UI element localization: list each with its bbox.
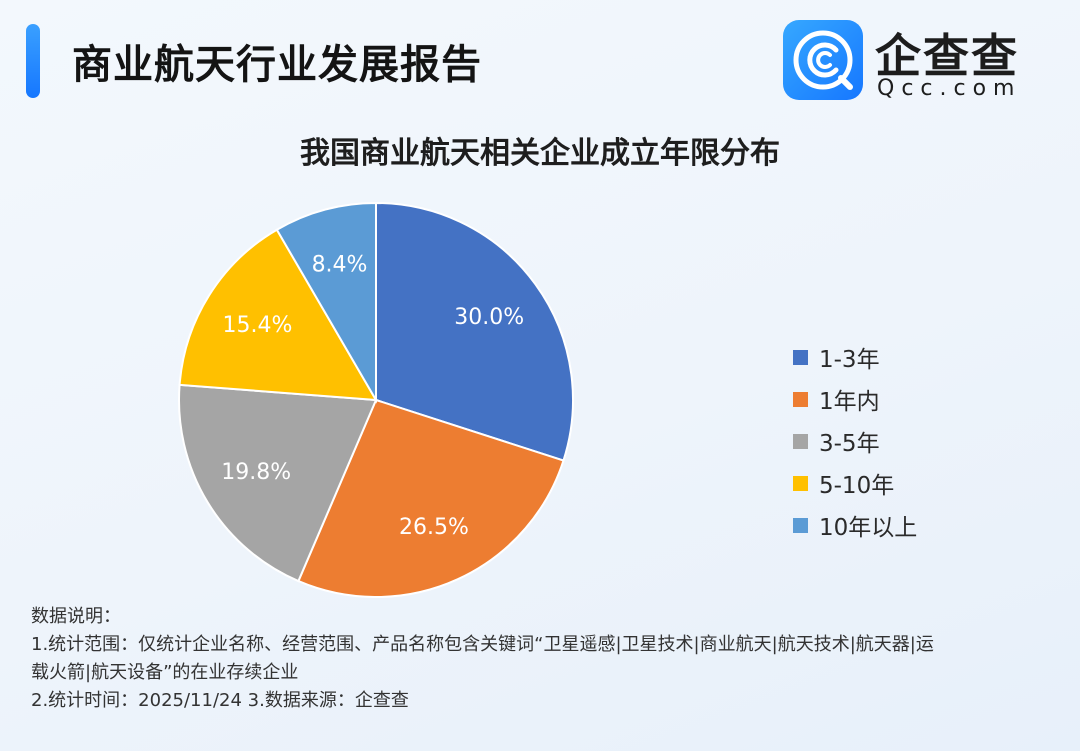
legend-label: 1-3年 (819, 347, 880, 373)
pie-slice-2 (297, 398, 565, 598)
legend-item-1: 1-3年 (793, 336, 917, 378)
data-notes: 数据说明： 1.统计范围：仅统计企业名称、经营范围、产品名称包含关键词“卫星遥感… (31, 603, 1041, 715)
pie-slice-5 (275, 201, 377, 404)
qcc-logo-icon (783, 20, 863, 100)
legend-swatch (793, 517, 808, 533)
legend-swatch (793, 349, 808, 365)
slice-data-label-2: 26.5% (399, 515, 469, 540)
pie-slice-3 (178, 383, 378, 583)
slice-data-label-4: 15.4% (222, 313, 292, 338)
legend-item-3: 3-5年 (793, 420, 917, 462)
notes-scope-line-continued: 载火箭|航天设备”的在业存续企业 (31, 662, 299, 683)
chart-legend: 1-3年 1年内 3-5年 5-10年 10年以上 (793, 336, 917, 546)
header-accent-bar (26, 24, 40, 98)
logo-domain: Qcc.com (877, 76, 1022, 101)
slice-data-label-5: 8.4% (312, 252, 368, 277)
legend-swatch (793, 391, 808, 407)
legend-item-4: 5-10年 (793, 462, 917, 504)
chart-title: 我国商业航天相关企业成立年限分布 (300, 136, 780, 171)
legend-label: 10年以上 (819, 515, 918, 541)
legend-item-5: 10年以上 (793, 504, 917, 546)
report-title: 商业航天行业发展报告 (72, 42, 482, 88)
legend-swatch (793, 433, 808, 449)
logo-name: 企查查 (875, 29, 1019, 83)
legend-label: 1年内 (819, 389, 880, 415)
legend-label: 5-10年 (819, 473, 895, 499)
brand-logo: 企查查 Qcc.com (783, 20, 1053, 101)
legend-label: 3-5年 (819, 431, 880, 457)
legend-item-2: 1年内 (793, 378, 917, 420)
pie-slice-1 (375, 201, 574, 462)
notes-time-source-line: 2.统计时间：2025/11/24 3.数据来源：企查查 (31, 690, 409, 711)
notes-heading: 数据说明： (31, 606, 121, 627)
legend-swatch (793, 475, 808, 491)
slice-data-label-1: 30.0% (454, 305, 524, 330)
slice-data-label-3: 19.8% (221, 460, 291, 485)
notes-scope-line: 1.统计范围：仅统计企业名称、经营范围、产品名称包含关键词“卫星遥感|卫星技术|… (31, 634, 934, 655)
pie-slice-4 (178, 228, 378, 402)
